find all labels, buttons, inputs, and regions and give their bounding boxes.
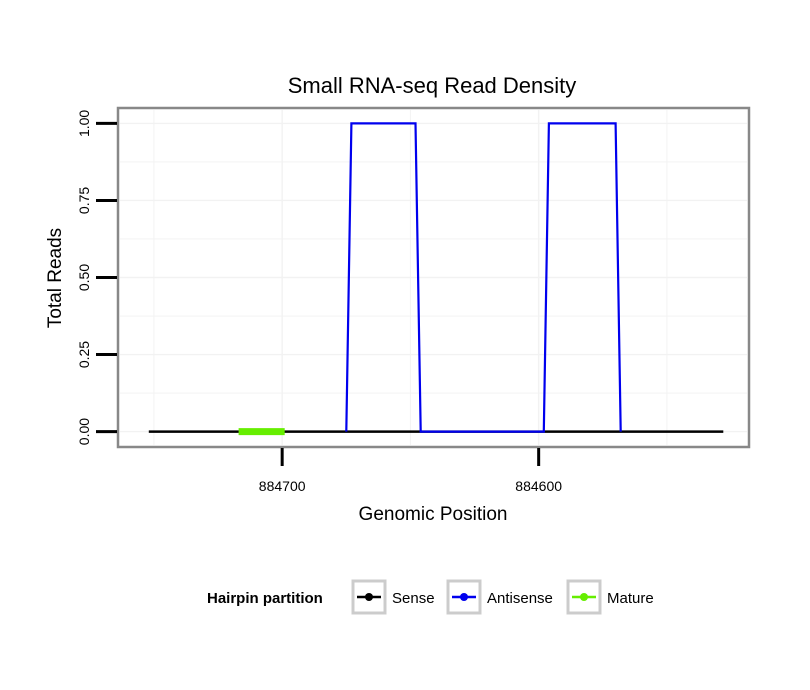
legend-key-point	[365, 593, 373, 601]
y-axis-title: Total Reads	[45, 228, 66, 328]
legend-label: Antisense	[487, 590, 553, 607]
x-axis-title: Genomic Position	[359, 504, 508, 525]
legend-key-point	[460, 593, 468, 601]
legend-title: Hairpin partition	[207, 590, 323, 607]
y-tick-label: 0.50	[76, 264, 92, 291]
y-axis: 0.00 0.25 0.50 0.75 1.00	[76, 110, 117, 445]
y-tick-label: 0.75	[76, 187, 92, 214]
y-tick-label: 0.00	[76, 418, 92, 445]
legend: Hairpin partition Sense Antisense Mature	[207, 579, 654, 615]
legend-label: Sense	[392, 590, 435, 607]
plot-series	[148, 122, 724, 436]
x-tick-label: 884700	[259, 478, 306, 494]
series-antisense	[345, 122, 622, 433]
legend-item-antisense: Antisense	[446, 579, 553, 615]
legend-item-sense: Sense	[351, 579, 435, 615]
y-tick-label: 0.25	[76, 341, 92, 368]
x-tick-label: 884600	[515, 478, 562, 494]
legend-label: Mature	[607, 590, 654, 607]
legend-item-mature: Mature	[566, 579, 654, 615]
legend-key-point	[580, 593, 588, 601]
y-tick-label: 1.00	[76, 110, 92, 137]
x-axis: 884700 884600	[259, 448, 562, 494]
chart-title: Small RNA-seq Read Density	[288, 73, 577, 98]
